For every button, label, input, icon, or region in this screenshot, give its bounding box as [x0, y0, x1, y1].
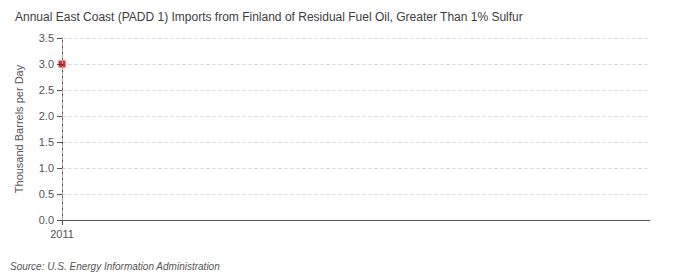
svg-text:Source: U.S. Energy Informatio: Source: U.S. Energy Information Administ…	[10, 261, 220, 272]
svg-text:Annual East Coast (PADD 1) Imp: Annual East Coast (PADD 1) Imports from …	[15, 10, 523, 24]
svg-text:3.0: 3.0	[39, 58, 54, 70]
svg-text:1.5: 1.5	[39, 136, 54, 148]
svg-text:2.0: 2.0	[39, 110, 54, 122]
svg-text:2.5: 2.5	[39, 84, 54, 96]
svg-text:Thousand Barrels per Day: Thousand Barrels per Day	[13, 64, 25, 193]
svg-text:2011: 2011	[50, 228, 74, 240]
svg-text:3.5: 3.5	[39, 32, 54, 44]
svg-text:0.5: 0.5	[39, 188, 54, 200]
svg-text:0.0: 0.0	[39, 214, 54, 226]
svg-text:1.0: 1.0	[39, 162, 54, 174]
